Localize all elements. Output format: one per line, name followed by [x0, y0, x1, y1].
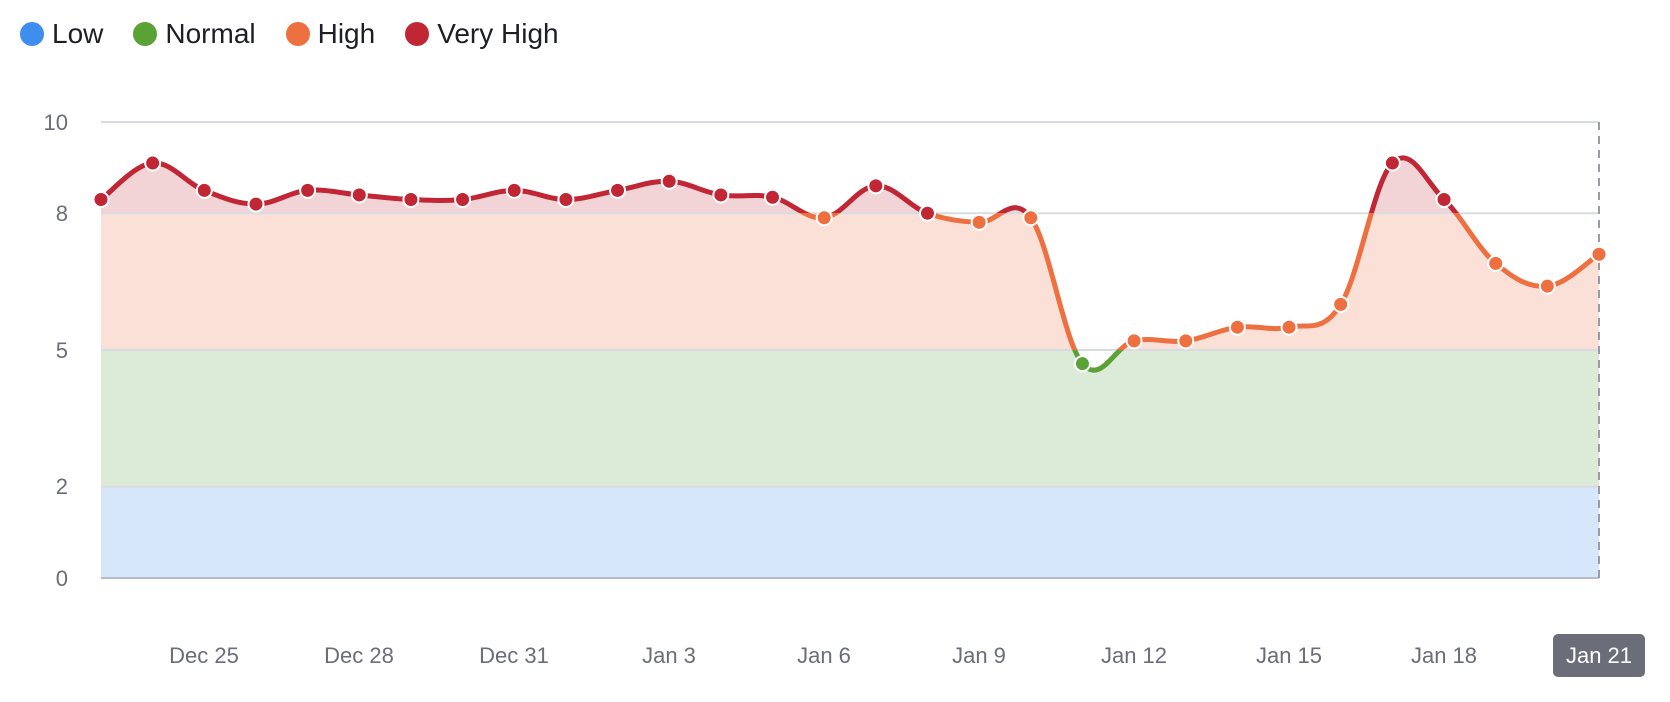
data-point[interactable] — [299, 181, 317, 199]
data-point[interactable] — [350, 186, 368, 204]
legend-item-normal[interactable]: Normal — [133, 18, 256, 50]
data-point[interactable] — [1435, 191, 1453, 209]
legend-label: Very High — [437, 18, 559, 49]
y-tick-label: 5 — [56, 338, 68, 363]
band-low — [101, 486, 1599, 578]
data-point[interactable] — [557, 191, 575, 209]
data-point[interactable] — [505, 181, 523, 199]
x-tick-label: Jan 6 — [797, 643, 851, 668]
data-point[interactable] — [970, 213, 988, 231]
x-tick-label: Dec 25 — [169, 643, 239, 668]
y-axis: 10 8 5 2 0 — [44, 110, 68, 591]
legend-item-very-high[interactable]: Very High — [405, 18, 559, 50]
data-point[interactable] — [92, 191, 110, 209]
x-tick-label: Jan 9 — [952, 643, 1006, 668]
x-tick-label: Jan 18 — [1411, 643, 1477, 668]
x-highlight-label: Jan 21 — [1566, 643, 1632, 668]
data-point[interactable] — [144, 154, 162, 172]
data-point[interactable] — [815, 209, 833, 227]
data-point[interactable] — [867, 177, 885, 195]
data-point[interactable] — [1177, 332, 1195, 350]
data-point[interactable] — [1590, 245, 1608, 263]
y-tick-label: 8 — [56, 201, 68, 226]
legend-item-low[interactable]: Low — [20, 18, 103, 50]
chart-legend: Low Normal High Very High — [20, 18, 559, 50]
data-point[interactable] — [764, 188, 782, 206]
x-tick-label: Jan 3 — [642, 643, 696, 668]
data-point[interactable] — [1228, 318, 1246, 336]
data-point[interactable] — [609, 181, 627, 199]
x-tick-label: Jan 12 — [1101, 643, 1167, 668]
legend-label: Normal — [165, 18, 256, 49]
legend-item-high[interactable]: High — [285, 18, 376, 50]
legend-dot-very-high-icon — [405, 22, 430, 46]
band-high — [101, 213, 1599, 350]
data-point[interactable] — [247, 195, 265, 213]
x-tick-label: Dec 31 — [479, 643, 549, 668]
data-point[interactable] — [1383, 154, 1401, 172]
y-tick-label: 2 — [56, 474, 68, 499]
data-point[interactable] — [1073, 355, 1091, 373]
legend-dot-normal-icon — [133, 22, 158, 46]
legend-dot-low-icon — [20, 22, 44, 46]
y-tick-label: 0 — [56, 566, 68, 591]
data-points[interactable] — [92, 154, 1608, 373]
x-highlight-badge: Jan 21 — [1553, 634, 1645, 677]
legend-dot-high-icon — [285, 22, 310, 46]
data-point[interactable] — [195, 181, 213, 199]
gridlines — [101, 121, 1599, 579]
data-point[interactable] — [1280, 318, 1298, 336]
band-normal — [101, 350, 1599, 487]
data-point[interactable] — [1125, 332, 1143, 350]
data-point[interactable] — [660, 172, 678, 190]
data-point[interactable] — [454, 191, 472, 209]
y-tick-label: 10 — [44, 110, 68, 135]
data-point[interactable] — [402, 191, 420, 209]
data-point[interactable] — [1022, 209, 1040, 227]
data-point[interactable] — [1538, 277, 1556, 295]
x-tick-label: Jan 15 — [1256, 643, 1322, 668]
data-point[interactable] — [918, 204, 936, 222]
x-tick-label: Dec 28 — [324, 643, 394, 668]
line-segment — [798, 213, 1602, 350]
data-point[interactable] — [712, 186, 730, 204]
data-point[interactable] — [1332, 295, 1350, 313]
legend-label: High — [317, 18, 376, 49]
x-axis: Dec 25 Dec 28 Dec 31 Jan 3 Jan 6 Jan 9 J… — [169, 634, 1645, 677]
data-point[interactable] — [1487, 254, 1505, 272]
legend-label: Low — [52, 18, 104, 49]
